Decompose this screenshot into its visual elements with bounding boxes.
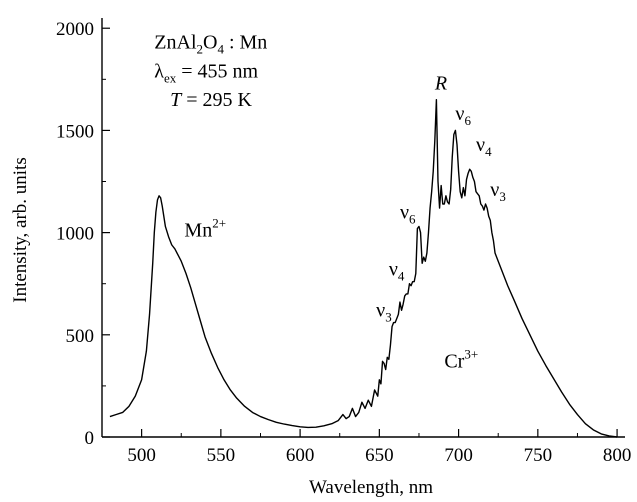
- annotation-nu4-top: ν4: [476, 134, 492, 159]
- annotation-nu3-left: ν3: [376, 299, 392, 324]
- annotation-cr: Cr3+: [444, 347, 478, 373]
- y-tick-label: 0: [85, 428, 95, 449]
- annotation-temp: T = 295 K: [170, 89, 252, 111]
- y-tick-label: 2000: [56, 19, 94, 40]
- annotation-nu6-left: ν6: [400, 201, 416, 226]
- x-tick-label: 650: [365, 445, 394, 466]
- x-axis-label: Wavelength, nm: [309, 477, 433, 497]
- annotation-nu3-top: ν3: [490, 179, 506, 204]
- annotation-R: R: [434, 73, 447, 95]
- y-tick-label: 500: [66, 326, 95, 347]
- x-tick-label: 500: [127, 445, 156, 466]
- x-tick-label: 600: [286, 445, 315, 466]
- annotation-nu4-left: ν4: [389, 259, 405, 284]
- x-tick-label: 800: [603, 445, 632, 466]
- annotation-mn: Mn2+: [184, 216, 226, 242]
- spectrum-line: [109, 99, 618, 438]
- annotation-nu6-top: ν6: [455, 103, 471, 128]
- x-tick-label: 550: [207, 445, 236, 466]
- annotation-sample: ZnAl2O4 : Mn: [154, 32, 267, 57]
- annotation-lambda: λex = 455 nm: [154, 60, 258, 85]
- y-tick-label: 1000: [56, 224, 94, 245]
- x-tick-label: 700: [444, 445, 473, 466]
- y-axis-label: Intensity, arb. units: [10, 157, 31, 302]
- y-tick-label: 1500: [56, 121, 94, 142]
- x-tick-label: 750: [524, 445, 553, 466]
